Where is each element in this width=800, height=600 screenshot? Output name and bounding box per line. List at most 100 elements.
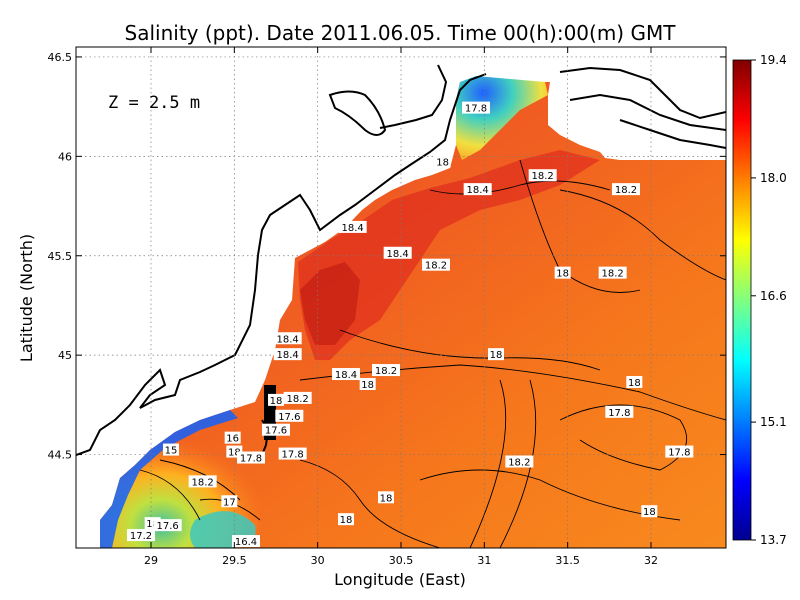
contour-label: 17.8 [462, 101, 490, 115]
contour-label-box [378, 491, 394, 504]
y-tick-label: 44.5 [48, 449, 73, 462]
colorbar-tick-label: 13.7 [760, 533, 787, 547]
chart-title: Salinity (ppt). Date 2011.06.05. Time 00… [125, 21, 677, 45]
contour-label-text: 18 [556, 269, 569, 280]
contour-label-box [488, 348, 504, 361]
contour-label-box [605, 405, 634, 418]
contour-label: 18.2 [505, 455, 534, 469]
contour-label-box [262, 423, 290, 436]
contour-label-text: 18 [340, 515, 353, 526]
y-tick-label: 46.5 [48, 51, 73, 64]
y-axis-title: Latitude (North) [17, 234, 36, 362]
contour-label-box [232, 535, 260, 548]
contour-label-box [612, 183, 640, 196]
contour-label-box [598, 266, 627, 279]
contour-label-text: 18.2 [602, 269, 624, 280]
danube-coastal-band [100, 410, 238, 548]
contour-label: 18.4 [332, 368, 360, 381]
colorbar-tick-label: 18.0 [760, 171, 787, 185]
x-axis-ticks: 29 29.5 30 30.5 31 31.5 32 [144, 47, 658, 567]
contour-label: 18 [359, 377, 376, 391]
contour-label: 18.4 [273, 348, 302, 361]
contour-label: 18 [434, 155, 451, 168]
contour-label-box [422, 258, 450, 271]
contour-label-text: 17.8 [282, 450, 304, 461]
contour-label-text: 18.2 [532, 171, 554, 182]
colorbar: 13.7 15.1 16.6 18.0 19.4 [732, 53, 787, 547]
contour-label: 18.4 [383, 246, 412, 260]
contour-label-box [273, 348, 302, 361]
contour-label-text: 18 [228, 448, 241, 459]
contour-label: 18.2 [422, 258, 450, 272]
very-high-salinity-spot [300, 262, 360, 345]
contour-label-text: 16 [226, 434, 239, 445]
contour-label-text: 18.4 [342, 223, 364, 234]
contour-label: 18 [641, 505, 658, 518]
contour-label-text: 18.4 [387, 249, 409, 260]
contour-label-box [275, 409, 304, 422]
contour-label: 18.4 [463, 183, 492, 196]
contour-label-text: 18 [490, 350, 503, 361]
contour-label-box [372, 364, 400, 377]
contour-label: 18 [378, 491, 394, 504]
contour-label: 15 [163, 443, 179, 457]
contour-label-text: 18.2 [615, 185, 637, 196]
contour-label: 18.2 [283, 391, 312, 405]
contour-label-text: 15 [165, 446, 178, 457]
colorbar-ticks: 13.7 15.1 16.6 18.0 19.4 [751, 53, 787, 547]
x-tick-label: 30 [311, 554, 325, 567]
contour-label: 18 [488, 348, 504, 361]
contour-label: 18 [554, 266, 571, 280]
contour-label: 18.2 [528, 169, 557, 182]
contour-label: 17.6 [275, 409, 304, 423]
colorbar-gradient [732, 59, 752, 541]
contour-label: 17.6 [153, 519, 182, 532]
contour-label-box [237, 451, 265, 464]
contour-label-box [273, 332, 302, 345]
contour-label: 18.4 [338, 220, 367, 234]
high-salinity-core [298, 150, 600, 360]
contour-label: 17.8 [605, 405, 634, 419]
x-tick-label: 31 [477, 554, 491, 567]
contour-label: 16 [224, 431, 241, 445]
x-tick-label: 30.5 [389, 554, 414, 567]
contour-label-text: 17.8 [465, 104, 487, 115]
contour-label-box [332, 368, 360, 381]
contour-label-text: 18.2 [192, 477, 214, 488]
colorbar-tick-label: 16.6 [760, 289, 787, 303]
y-tick-label: 45.5 [48, 250, 73, 263]
contour-label-text: 17.8 [668, 448, 690, 459]
contour-label-text: 18 [380, 493, 393, 504]
contour-label-text: 18.4 [467, 185, 489, 196]
colorbar-tick-label: 19.4 [760, 53, 787, 67]
contour-label-box [278, 447, 307, 460]
contour-label-box [221, 495, 238, 508]
contour-label: 18 [268, 393, 284, 407]
x-tick-label: 32 [644, 554, 658, 567]
contour-label-text: 18 [146, 519, 159, 530]
contour-label-text: 18.4 [277, 334, 299, 345]
contour-label: 17.8 [665, 445, 694, 459]
contour-label-text: 18.2 [425, 261, 447, 272]
contour-label-text: 18.4 [277, 350, 299, 361]
contour-label-text: 17.6 [278, 412, 300, 423]
contour-label-box [665, 445, 694, 458]
dnieper-plume [456, 76, 548, 160]
colorbar-tick-label: 15.1 [760, 415, 787, 429]
contour-label-box [338, 513, 354, 526]
contour-label-text: 18 [643, 507, 656, 518]
contour-label-box [153, 519, 182, 532]
contour-label-text: 17 [223, 497, 236, 508]
contour-label-box [626, 375, 643, 388]
contour-label-box [462, 101, 490, 114]
contour-label-text: 17.6 [265, 426, 287, 437]
contour-label-box [268, 393, 284, 406]
contour-label: 17.8 [278, 447, 307, 461]
x-tick-label: 31.5 [555, 554, 580, 567]
contour-label-box [505, 455, 534, 468]
contour-label-text: 17.8 [240, 454, 262, 465]
contour-label: 17.2 [127, 529, 155, 542]
contour-label: 17.6 [262, 423, 290, 437]
